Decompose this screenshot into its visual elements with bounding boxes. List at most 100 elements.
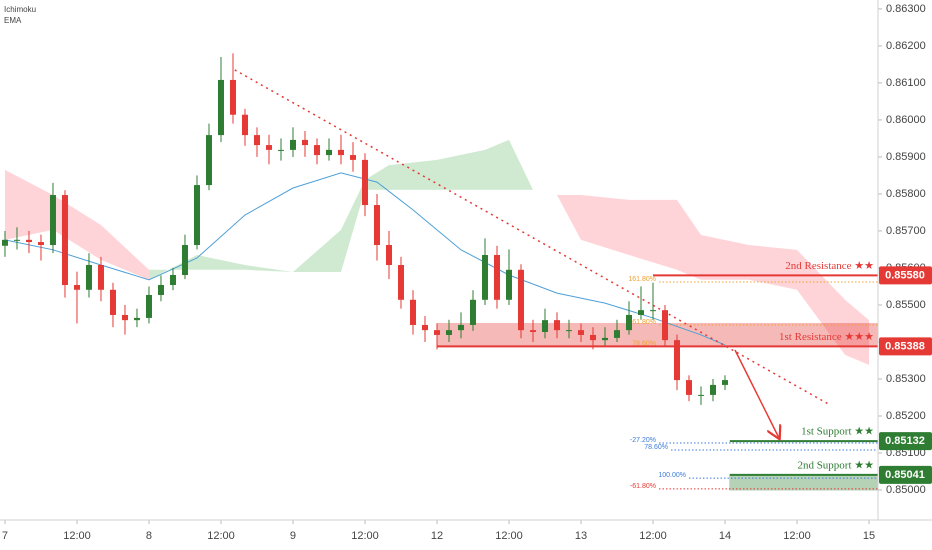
x-tick-label: 12:00 xyxy=(783,530,811,542)
candle-body xyxy=(229,79,236,115)
x-tick-label: 12:00 xyxy=(639,530,667,542)
candle-body xyxy=(613,330,620,338)
y-tick-label: 0.86300 xyxy=(886,3,926,15)
candle-body xyxy=(565,330,572,332)
price-box-label: 0.85388 xyxy=(885,340,925,352)
candle-body xyxy=(181,245,188,275)
candle-body xyxy=(661,310,668,341)
candle-body xyxy=(37,242,44,246)
cloud-segment xyxy=(292,229,341,273)
cloud-segment xyxy=(628,199,677,270)
candle-body xyxy=(49,195,56,246)
x-tick-label: 8 xyxy=(146,530,152,542)
fib-label: -61.80% xyxy=(630,483,656,490)
fib-label: 78.60% xyxy=(632,340,656,347)
y-tick-label: 0.86100 xyxy=(886,77,926,89)
y-tick-label: 0.85300 xyxy=(886,373,926,385)
candle-body xyxy=(529,330,536,332)
x-tick-label: 12 xyxy=(431,530,443,542)
price-box-label: 0.85580 xyxy=(885,269,925,281)
price-box-label: 0.85132 xyxy=(885,435,925,447)
candle-body xyxy=(241,114,248,136)
candle-body xyxy=(553,320,560,331)
x-tick-label: 15 xyxy=(863,530,875,542)
candle-body xyxy=(541,320,548,332)
candle-body xyxy=(277,149,284,151)
y-tick-label: 0.85200 xyxy=(886,410,926,422)
candle-body xyxy=(1,239,8,246)
price-box-label: 0.85041 xyxy=(885,469,925,481)
cloud-segment xyxy=(364,165,389,190)
fib-label: 78.60% xyxy=(644,444,668,451)
level-label: 2nd Resistance ★★ xyxy=(785,260,874,272)
candle-body xyxy=(301,139,308,146)
cloud-segment xyxy=(436,149,485,190)
candle-body xyxy=(469,299,476,325)
candle-body xyxy=(265,145,272,150)
fib-label: -27.20% xyxy=(630,437,656,444)
candle-body xyxy=(577,330,584,335)
candle-body xyxy=(625,314,632,331)
candle-body xyxy=(709,384,716,395)
candle-body xyxy=(457,324,464,331)
cloud-segment xyxy=(4,169,53,240)
candle-body xyxy=(121,314,128,321)
candle-body xyxy=(433,330,440,335)
candle-body xyxy=(217,79,224,136)
candle-body xyxy=(325,149,332,156)
cloud-segment xyxy=(676,199,701,280)
candle-body xyxy=(697,394,704,396)
cloud-layer xyxy=(4,139,869,365)
candle-body xyxy=(373,205,380,246)
cloud-segment xyxy=(388,159,437,190)
candle-body xyxy=(673,340,680,381)
candle-body xyxy=(253,135,260,146)
candle-body xyxy=(637,310,644,315)
candle-body xyxy=(85,264,92,290)
x-tick-label: 14 xyxy=(719,530,731,542)
candle-body xyxy=(421,324,428,331)
fib-label: 100.00% xyxy=(658,472,686,479)
candle-body xyxy=(589,334,596,341)
indicator-label: EMA xyxy=(4,16,22,25)
y-tick-label: 0.86000 xyxy=(886,114,926,126)
price-box xyxy=(879,337,932,356)
candle-body xyxy=(481,255,488,300)
candle-body xyxy=(601,337,608,341)
candle-body xyxy=(397,264,404,300)
candle-body xyxy=(73,284,80,290)
candle-body xyxy=(61,195,68,285)
cloud-segment xyxy=(556,195,581,240)
x-tick-label: 12:00 xyxy=(63,530,91,542)
x-tick-label: 13 xyxy=(575,530,587,542)
candle-body xyxy=(133,317,140,321)
candle-body xyxy=(505,269,512,300)
price-box xyxy=(879,266,932,285)
y-tick-label: 0.85700 xyxy=(886,225,926,237)
fib-label: 161.80% xyxy=(628,276,656,283)
y-tick-label: 0.85500 xyxy=(886,299,926,311)
fib-label: 61.80% xyxy=(632,319,656,326)
candle-body xyxy=(337,149,344,156)
candle-body xyxy=(349,155,356,160)
cloud-segment xyxy=(100,225,149,280)
cloud-segment xyxy=(700,235,749,280)
main-layer: 0.86300 0.86200 0.86100 0.86000 0.85900 0.858… xyxy=(2,3,932,542)
candle-body xyxy=(289,139,296,150)
cloud-segment xyxy=(748,245,797,290)
cloud-segment xyxy=(508,139,533,190)
candle-body xyxy=(205,135,212,186)
cloud-segment xyxy=(580,195,629,256)
x-tick-label: 7 xyxy=(2,530,8,542)
level-zone xyxy=(729,474,879,491)
candle-body xyxy=(361,159,368,206)
x-tick-label: 12:00 xyxy=(495,530,523,542)
level-label: 1st Support ★★ xyxy=(801,426,874,438)
candle-body xyxy=(685,380,692,395)
indicator-label: Ichimoku xyxy=(4,5,36,14)
level-label: 1st Resistance ★★★ xyxy=(779,331,874,343)
y-tick-label: 0.85900 xyxy=(886,151,926,163)
candle-body xyxy=(313,145,320,156)
candle-body xyxy=(493,255,500,300)
y-tick-label: 0.85800 xyxy=(886,188,926,200)
